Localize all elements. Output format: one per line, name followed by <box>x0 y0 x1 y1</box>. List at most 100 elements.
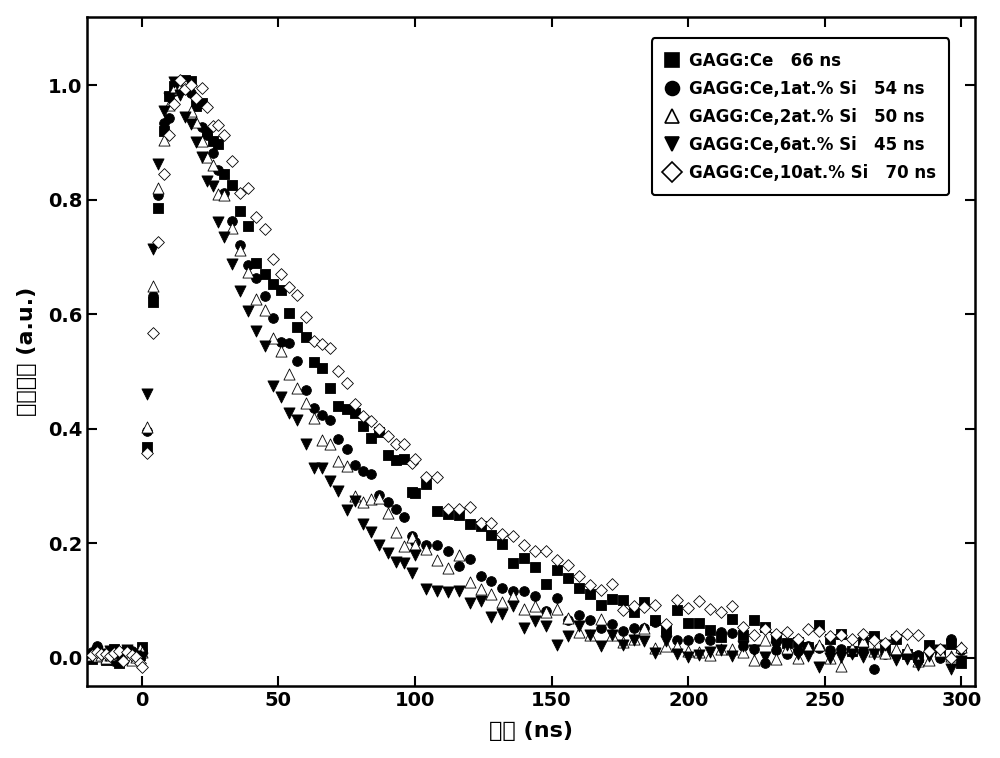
Point <box>111 657 127 669</box>
Point <box>418 478 434 490</box>
Legend: GAGG:Ce   66 ns, GAGG:Ce,1at.% Si   54 ns, GAGG:Ce,2at.% Si   50 ns, GAGG:Ce,6at: GAGG:Ce 66 ns, GAGG:Ce,1at.% Si 54 ns, G… <box>652 39 949 195</box>
Point <box>257 268 273 280</box>
Point <box>396 540 412 553</box>
Point <box>298 311 314 323</box>
Point <box>888 630 904 642</box>
Point <box>322 475 338 487</box>
Point <box>177 111 193 124</box>
Point <box>339 443 355 455</box>
Point <box>177 78 193 90</box>
Point <box>339 402 355 415</box>
X-axis label: 时间 (ns): 时间 (ns) <box>489 722 573 741</box>
Point <box>833 651 849 663</box>
Point <box>626 622 642 634</box>
Point <box>161 129 177 141</box>
Point <box>702 649 718 661</box>
Point <box>132 649 148 661</box>
Point <box>273 283 289 296</box>
Point <box>844 642 860 654</box>
Point <box>702 624 718 636</box>
Point <box>380 496 396 508</box>
Point <box>150 158 166 171</box>
Point <box>811 625 827 637</box>
Point <box>115 655 131 667</box>
Point <box>194 121 210 133</box>
Point <box>724 627 740 639</box>
Point <box>194 96 210 108</box>
Point <box>462 553 478 565</box>
Point <box>866 634 882 646</box>
Point <box>615 594 631 606</box>
Point <box>691 632 707 644</box>
Point <box>888 647 904 659</box>
Point <box>232 187 248 199</box>
Point <box>910 649 926 661</box>
Point <box>866 645 882 657</box>
Point <box>339 460 355 472</box>
Point <box>188 100 204 112</box>
Point <box>440 562 456 575</box>
Point <box>289 356 305 368</box>
Point <box>549 553 565 565</box>
Point <box>371 490 387 502</box>
Point <box>866 648 882 660</box>
Point <box>855 628 871 641</box>
Point <box>145 296 161 308</box>
Point <box>636 596 652 608</box>
Point <box>330 484 346 496</box>
Point <box>494 581 510 594</box>
Point <box>910 654 926 666</box>
Point <box>483 529 499 541</box>
Point <box>560 572 576 584</box>
Point <box>199 174 215 186</box>
Point <box>199 126 215 138</box>
Point <box>888 633 904 645</box>
Point <box>93 649 109 661</box>
Point <box>757 657 773 669</box>
Point <box>404 531 420 543</box>
Point <box>240 183 256 195</box>
Point <box>680 616 696 628</box>
Point <box>691 646 707 658</box>
Point <box>314 409 330 421</box>
Point <box>98 654 114 666</box>
Point <box>953 642 969 654</box>
Point <box>626 634 642 646</box>
Point <box>746 614 762 626</box>
Point <box>921 645 937 657</box>
Point <box>658 634 674 647</box>
Point <box>380 449 396 461</box>
Point <box>134 646 150 658</box>
Point <box>451 559 467 572</box>
Point <box>161 92 177 105</box>
Point <box>106 648 122 660</box>
Point <box>636 600 652 612</box>
Point <box>571 626 587 638</box>
Point <box>322 342 338 354</box>
Point <box>855 644 871 656</box>
Point <box>735 621 751 633</box>
Point <box>800 641 816 653</box>
Point <box>306 356 322 368</box>
Point <box>604 619 620 631</box>
Point <box>932 644 948 656</box>
Point <box>84 647 100 659</box>
Point <box>560 559 576 571</box>
Point <box>102 650 118 662</box>
Point <box>451 503 467 515</box>
Point <box>647 599 663 611</box>
Point <box>822 651 838 663</box>
Point <box>582 629 598 641</box>
Point <box>194 135 210 147</box>
Point <box>724 600 740 612</box>
Point <box>224 258 240 271</box>
Point <box>768 631 784 643</box>
Point <box>724 613 740 625</box>
Point <box>134 641 150 653</box>
Point <box>210 216 226 228</box>
Point <box>210 137 226 149</box>
Point <box>516 539 532 551</box>
Point <box>166 98 182 110</box>
Point <box>330 400 346 412</box>
Point <box>669 604 685 616</box>
